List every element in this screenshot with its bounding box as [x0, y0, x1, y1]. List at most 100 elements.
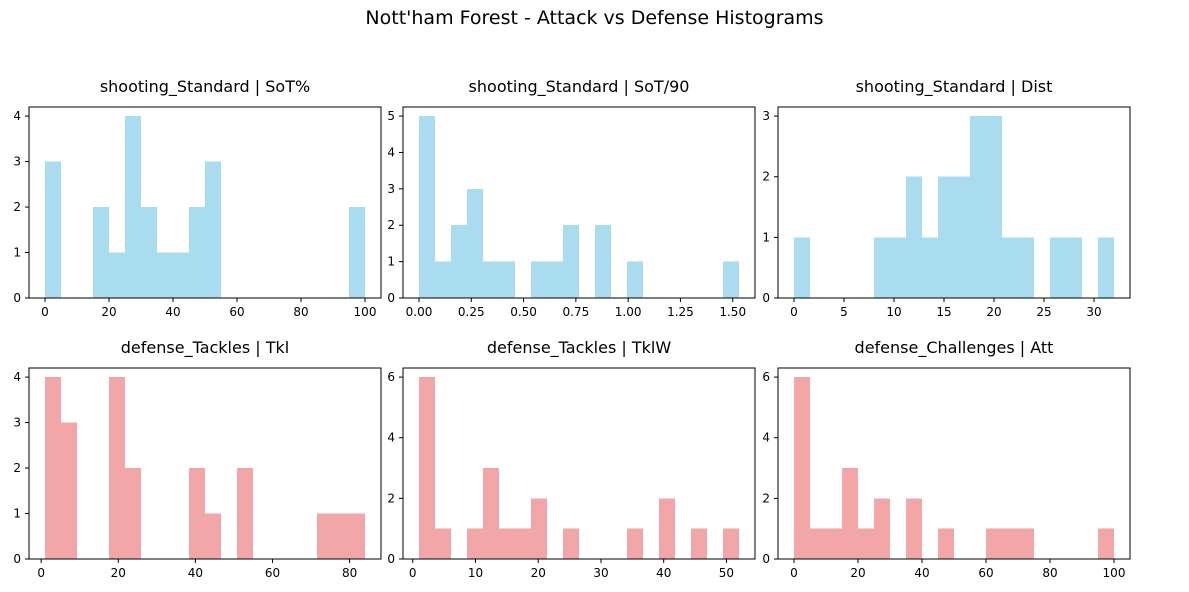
y-tick-label: 0 [762, 552, 770, 566]
histogram-bar [842, 468, 858, 559]
subplot-title: defense_Tackles | TklW [487, 338, 671, 358]
x-tick-label: 100 [354, 305, 377, 319]
histogram-bar [109, 252, 125, 298]
x-tick-label: 0 [790, 305, 798, 319]
x-tick-label: 5 [840, 305, 848, 319]
x-tick-label: 15 [936, 305, 951, 319]
y-tick-label: 3 [762, 109, 770, 123]
histogram-bar [109, 377, 125, 559]
histogram-bar [794, 237, 810, 298]
histogram-bar [938, 528, 954, 559]
subplot-title: shooting_Standard | SoT/90 [469, 77, 690, 97]
x-tick-label: 0.75 [563, 305, 590, 319]
histogram-bar [419, 377, 435, 559]
x-tick-label: 30 [1086, 305, 1101, 319]
histogram-bar [531, 261, 547, 298]
histogram-bar [467, 188, 483, 298]
x-tick-label: 80 [293, 305, 308, 319]
histogram-bar [986, 528, 1002, 559]
x-tick-label: 0 [37, 566, 45, 580]
histogram-bar [189, 468, 205, 559]
histogram-bar [45, 377, 61, 559]
histogram-bar [794, 377, 810, 559]
histogram-panel-1: 0 20 40 60 80 100 0 1 2 3 4 shooting_Standard | SoT… [13, 77, 382, 319]
x-tick-label: 10 [886, 305, 901, 319]
figure-title: Nott'ham Forest - Attack vs Defense Hist… [365, 7, 824, 29]
histogram-bar [531, 498, 547, 559]
histogram-bar [1098, 237, 1114, 298]
histogram-bar [874, 498, 890, 559]
y-tick-label: 0 [13, 291, 21, 305]
y-tick-label: 0 [762, 291, 770, 305]
histogram-bar [349, 207, 365, 298]
histogram-bar [141, 207, 157, 298]
x-tick-label: 0 [790, 566, 798, 580]
histogram-bar [157, 252, 173, 298]
x-tick-label: 20 [101, 305, 116, 319]
x-tick-label: 0.00 [406, 305, 433, 319]
histogram-bar [1002, 237, 1018, 298]
axes-frame [402, 367, 756, 560]
y-tick-label: 4 [13, 109, 21, 123]
histogram-bar [922, 237, 938, 298]
y-tick-label: 4 [762, 431, 770, 445]
x-tick-label: 100 [1103, 566, 1126, 580]
y-tick-label: 3 [387, 182, 395, 196]
x-tick-label: 10 [468, 566, 483, 580]
histogram-bar [906, 176, 922, 298]
axes-frame [28, 106, 382, 299]
y-tick-label: 1 [762, 230, 770, 244]
histogram-bar [627, 528, 643, 559]
subplot-title: defense_Challenges | Att [855, 338, 1054, 358]
histogram-bar [938, 176, 954, 298]
y-tick-label: 5 [387, 109, 395, 123]
histogram-bar [1050, 237, 1066, 298]
x-tick-label: 20 [111, 566, 126, 580]
x-tick-label: 0 [409, 566, 417, 580]
x-tick-label: 20 [531, 566, 546, 580]
histogram-bar [515, 528, 531, 559]
histogram-bar [874, 237, 890, 298]
histogram-bar [659, 498, 675, 559]
histogram-bar [451, 225, 467, 298]
histogram-bar [61, 422, 77, 559]
histogram-bar [723, 261, 739, 298]
y-tick-label: 1 [13, 246, 21, 260]
y-tick-label: 4 [13, 370, 21, 384]
y-tick-label: 3 [13, 155, 21, 169]
histogram-bar [483, 468, 499, 559]
histogram-bar [563, 225, 579, 298]
histogram-bar [723, 528, 739, 559]
subplot-title: shooting_Standard | SoT% [100, 77, 310, 97]
histogram-bar [125, 116, 141, 298]
histogram-bar [45, 161, 61, 298]
x-tick-label: 80 [342, 566, 357, 580]
histogram-bar [483, 261, 499, 298]
x-tick-label: 20 [986, 305, 1001, 319]
histogram-bar [1018, 528, 1034, 559]
histogram-bar [1002, 528, 1018, 559]
histogram-bar [547, 261, 563, 298]
histogram-bar [499, 528, 515, 559]
x-tick-label: 40 [165, 305, 180, 319]
histogram-bar [986, 116, 1002, 298]
histogram-bar [435, 528, 451, 559]
x-tick-label: 0.50 [510, 305, 537, 319]
histogram-bar [954, 176, 970, 298]
y-tick-label: 3 [13, 416, 21, 430]
histogram-bar [93, 207, 109, 298]
x-tick-label: 40 [188, 566, 203, 580]
histogram-bar [317, 513, 333, 559]
x-tick-label: 1.00 [615, 305, 642, 319]
y-tick-label: 2 [13, 461, 21, 475]
histogram-bar [858, 528, 874, 559]
y-tick-label: 0 [387, 291, 395, 305]
y-tick-label: 6 [387, 370, 395, 384]
histogram-bar [1018, 237, 1034, 298]
x-tick-label: 80 [1042, 566, 1057, 580]
x-tick-label: 40 [914, 566, 929, 580]
y-tick-label: 2 [762, 170, 770, 184]
histogram-bar [205, 161, 221, 298]
axes-frame [777, 367, 1131, 560]
